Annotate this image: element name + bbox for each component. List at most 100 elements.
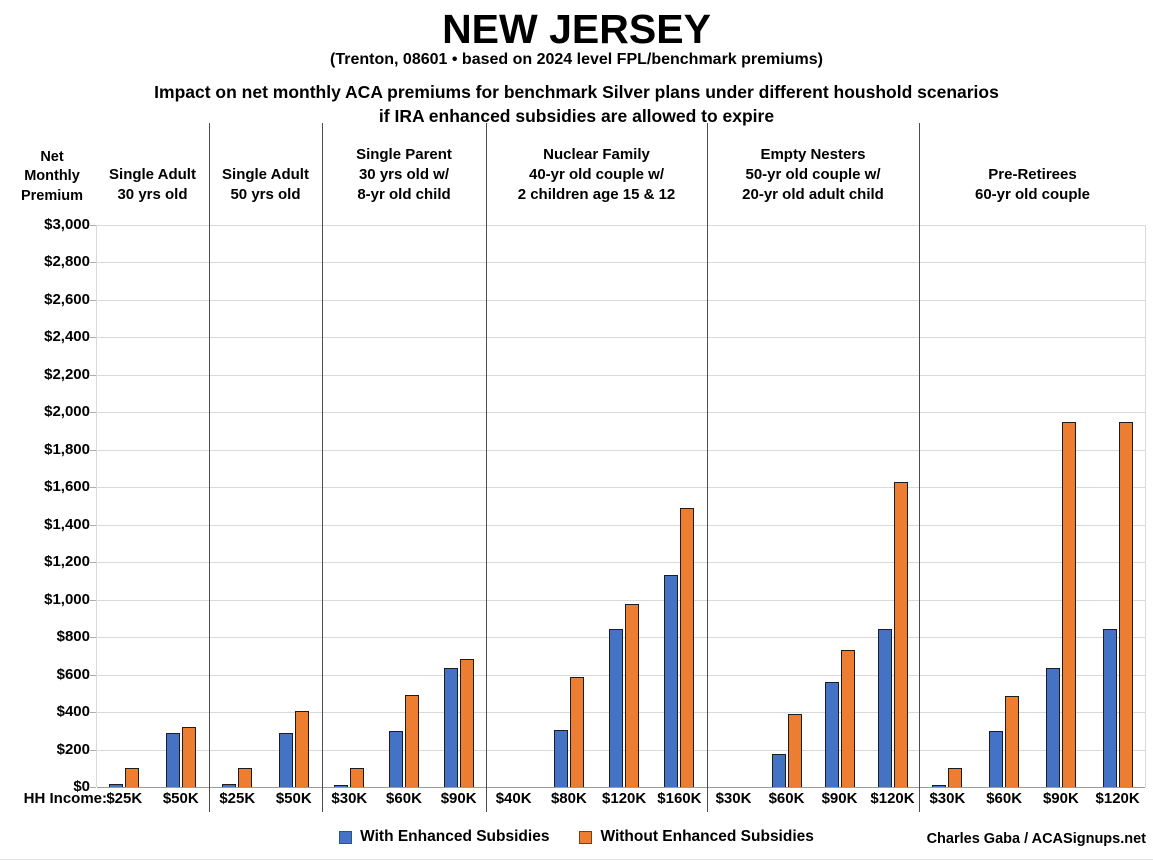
panel-header-line: Nuclear Family — [543, 146, 650, 163]
legend-label: Without Enhanced Subsidies — [600, 828, 814, 845]
y-axis-title-line: Premium — [20, 187, 84, 204]
bar-without-subsidies — [680, 508, 695, 787]
y-tick-mark — [90, 449, 96, 451]
income-label: $160K — [657, 790, 702, 807]
panel-header-line: Single Adult — [109, 166, 196, 183]
panel-header-line: 50 yrs old — [230, 186, 301, 203]
y-tick-mark — [90, 599, 96, 601]
bar-without-subsidies — [405, 695, 419, 787]
y-tick-mark — [90, 787, 96, 788]
y-tick-label: $1,800 — [44, 440, 90, 458]
legend-swatch — [579, 830, 593, 844]
bar-with-subsidies — [278, 733, 293, 787]
panel-header-line: 20-yr old adult child — [742, 186, 884, 203]
legend: With Enhanced Subsidies Without Enhanced … — [0, 828, 1153, 846]
gridline-1000 — [97, 599, 1145, 601]
bar-without-subsidies — [893, 482, 908, 787]
bar-without-subsidies — [238, 768, 253, 787]
gridline-2600 — [97, 299, 1145, 301]
income-label: $90K — [440, 790, 477, 807]
panel-header: Pre-Retirees 60-yr old couple — [919, 133, 1146, 205]
income-label: $60K — [386, 790, 422, 807]
y-axis-title-line: Net — [40, 148, 64, 165]
bar-without-subsidies — [948, 768, 963, 787]
bar-with-subsidies — [109, 784, 124, 787]
panel-header-line: 60-yr old couple — [974, 186, 1091, 203]
bar-with-subsidies — [877, 629, 892, 787]
y-tick-label: $1,000 — [44, 590, 90, 608]
legend-item: With Enhanced Subsidies — [339, 828, 549, 846]
bar-without-subsidies — [625, 604, 640, 787]
chart-title: NEW JERSEY — [442, 6, 711, 52]
income-label: $30K — [331, 790, 368, 807]
bar-without-subsidies — [350, 768, 365, 787]
chart-description-line1: Impact on net monthly ACA premiums for b… — [154, 82, 999, 102]
bar-without-subsidies — [787, 714, 802, 787]
y-tick-label: $2,800 — [44, 253, 90, 271]
panel-header-line: Empty Nesters — [760, 146, 866, 163]
gridline-1600 — [97, 487, 1145, 489]
panel-header-line: 50-yr old couple w/ — [745, 166, 881, 183]
bar-without-subsidies — [294, 711, 309, 787]
income-label: $120K — [602, 790, 647, 807]
bar-with-subsidies — [932, 785, 947, 787]
panel-divider — [707, 123, 708, 812]
legend-swatch — [339, 830, 353, 844]
gridline-1800 — [97, 449, 1145, 451]
y-tick-mark — [90, 562, 96, 564]
income-label: $25K — [106, 790, 143, 807]
income-label: $60K — [986, 790, 1023, 807]
y-tick-mark — [90, 337, 96, 339]
y-axis-title: Net Monthly Premium — [14, 146, 90, 206]
y-tick-label: $800 — [56, 628, 90, 646]
gridline-3000 — [97, 225, 1145, 226]
bar-with-subsidies — [443, 668, 458, 787]
income-label: $120K — [1095, 790, 1140, 807]
y-tick-label: $1,200 — [44, 553, 90, 571]
panel-divider — [322, 123, 323, 812]
bar-with-subsidies — [664, 575, 679, 787]
income-label: $90K — [1042, 790, 1079, 807]
gridline-1200 — [97, 562, 1145, 564]
bar-without-subsidies — [840, 650, 855, 787]
panel-header-line: 2 children age 15 & 12 — [517, 186, 676, 203]
y-tick-label: $1,600 — [44, 478, 90, 496]
panel-header-line: Single Parent — [356, 146, 452, 163]
y-tick-label: $600 — [56, 665, 90, 683]
legend-item: Without Enhanced Subsidies — [579, 828, 814, 846]
income-label: $30K — [715, 790, 752, 807]
y-tick-mark — [90, 225, 96, 226]
gridline-2000 — [97, 412, 1145, 414]
y-axis-title-line: Monthly — [24, 168, 80, 184]
bar-without-subsidies — [569, 677, 584, 787]
y-tick-label: $2,200 — [44, 365, 90, 383]
y-tick-mark — [90, 487, 96, 489]
panel-header: Single Adult 30 yrs old — [96, 133, 209, 205]
y-tick-label: $2,400 — [44, 328, 90, 346]
panel-header-line: 40-yr old couple w/ — [528, 166, 665, 183]
income-label: $25K — [219, 790, 256, 807]
y-tick-label: $2,600 — [44, 290, 90, 308]
bar-with-subsidies — [389, 731, 403, 787]
gridline-1400 — [97, 524, 1145, 526]
panel-header: Nuclear Family 40-yr old couple w/2 child… — [486, 133, 707, 205]
gridline-2200 — [97, 374, 1145, 376]
bar-with-subsidies — [771, 754, 786, 787]
bar-without-subsidies — [459, 659, 474, 787]
panel-divider — [209, 123, 210, 812]
bar-without-subsidies — [125, 768, 140, 787]
panel-header-line: 8-yr old child — [357, 186, 451, 203]
y-tick-mark — [90, 674, 96, 676]
hh-income-label: HH Income: — [23, 790, 107, 807]
credit-attribution: Charles Gaba / ACASignups.net — [926, 831, 1146, 847]
panel-header-line: 30 yrs old — [117, 186, 188, 203]
panel-header-line: 30 yrs old w/ — [358, 166, 450, 183]
y-tick-mark — [90, 374, 96, 376]
y-tick-mark — [90, 712, 96, 714]
gridline-2800 — [97, 262, 1145, 264]
y-tick-mark — [90, 412, 96, 414]
y-tick-label: $400 — [56, 703, 90, 721]
bar-with-subsidies — [1102, 629, 1117, 787]
bar-with-subsidies — [222, 784, 237, 787]
y-tick-mark — [90, 524, 96, 526]
